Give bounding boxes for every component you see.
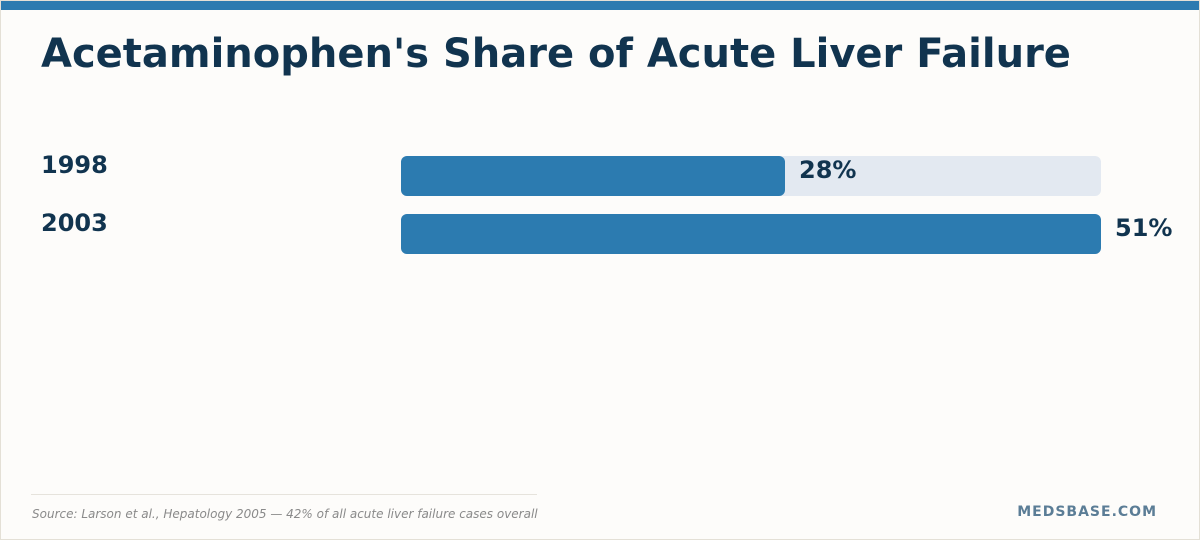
footer-divider — [31, 494, 537, 495]
bar-chart: 1998 28% 2003 51% — [1, 1, 1199, 301]
top-accent-bar — [1, 1, 1199, 10]
bar-row: 1998 28% — [1, 151, 1199, 196]
bar — [401, 214, 1101, 254]
source-note: Source: Larson et al., Hepatology 2005 —… — [32, 507, 538, 521]
data-label: 28% — [799, 156, 857, 184]
category-label: 2003 — [41, 209, 108, 237]
data-label: 51% — [1115, 214, 1173, 242]
bar-row: 2003 51% — [1, 209, 1199, 254]
bar — [401, 156, 785, 196]
chart-title: Acetaminophen's Share of Acute Liver Fai… — [41, 31, 1071, 77]
brand-logo-text: MEDSBASE.COM — [1017, 504, 1157, 520]
category-label: 1998 — [41, 151, 108, 179]
